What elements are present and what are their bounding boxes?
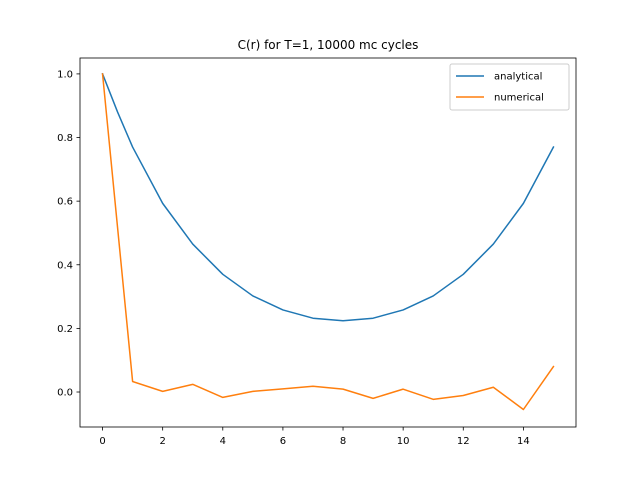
x-tick-label: 12 [457, 436, 470, 447]
y-tick-label: 0.4 [57, 260, 73, 271]
x-tick-label: 14 [517, 436, 530, 447]
y-tick-label: 0.0 [57, 388, 73, 399]
x-tick-label: 2 [159, 436, 165, 447]
x-tick-label: 6 [280, 436, 286, 447]
plot-frame [79, 57, 577, 428]
legend-label-numerical: numerical [494, 93, 544, 104]
series-line-numerical [101, 73, 555, 411]
y-tick-label: 0.8 [57, 133, 73, 144]
x-tick-label: 10 [397, 436, 410, 447]
x-axis: 0 2 4 6 8 10 12 14 [99, 427, 530, 447]
legend-label-analytical: analytical [494, 72, 542, 83]
x-tick-label: 8 [340, 436, 346, 447]
series-line-analytical [101, 72, 555, 322]
chart-title: C(r) for T=1, 10000 mc cycles [238, 38, 419, 52]
y-tick-label: 0.6 [57, 197, 73, 208]
legend: analytical numerical [449, 63, 570, 111]
x-tick-label: 4 [220, 436, 226, 447]
y-tick-label: 0.2 [57, 324, 73, 335]
y-tick-label: 1.0 [57, 69, 73, 80]
plot-area [80, 58, 576, 427]
y-axis: 0.0 0.2 0.4 0.6 0.8 1.0 [57, 69, 80, 399]
x-tick-label: 0 [99, 436, 105, 447]
series-layer [101, 72, 555, 411]
